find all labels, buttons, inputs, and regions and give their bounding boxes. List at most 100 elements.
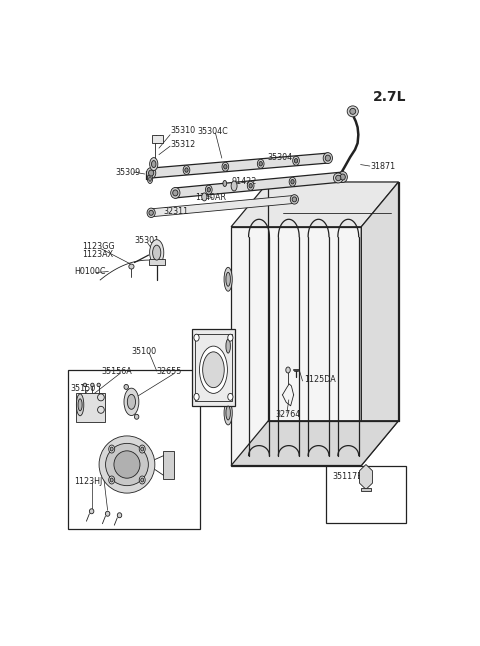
Bar xyxy=(76,393,105,422)
Ellipse shape xyxy=(226,273,230,286)
Text: 35117E: 35117E xyxy=(333,472,363,481)
Ellipse shape xyxy=(336,175,341,181)
Polygon shape xyxy=(231,227,361,466)
Text: 1360GG: 1360GG xyxy=(99,469,132,478)
Text: 1310DA: 1310DA xyxy=(103,461,135,470)
Ellipse shape xyxy=(293,156,300,165)
Text: 35156A: 35156A xyxy=(102,368,132,377)
Ellipse shape xyxy=(124,384,129,390)
Circle shape xyxy=(139,445,145,453)
Ellipse shape xyxy=(249,183,252,188)
Text: 1123HJ: 1123HJ xyxy=(74,477,102,486)
Ellipse shape xyxy=(78,399,82,411)
Circle shape xyxy=(110,478,113,482)
Ellipse shape xyxy=(224,165,227,169)
Ellipse shape xyxy=(99,436,155,493)
Ellipse shape xyxy=(207,187,210,192)
Ellipse shape xyxy=(200,346,228,393)
Ellipse shape xyxy=(173,190,178,196)
Bar xyxy=(148,259,165,265)
Ellipse shape xyxy=(91,383,94,387)
Ellipse shape xyxy=(89,509,94,514)
Ellipse shape xyxy=(97,383,100,387)
Circle shape xyxy=(110,447,113,451)
Ellipse shape xyxy=(114,451,140,478)
Bar xyxy=(163,451,174,479)
Bar xyxy=(152,135,163,143)
Text: 32311: 32311 xyxy=(163,207,189,216)
Ellipse shape xyxy=(226,339,230,353)
Ellipse shape xyxy=(347,106,359,117)
Ellipse shape xyxy=(294,158,298,163)
Polygon shape xyxy=(175,172,343,198)
Circle shape xyxy=(139,476,145,484)
Ellipse shape xyxy=(224,401,232,425)
Polygon shape xyxy=(192,329,235,406)
Ellipse shape xyxy=(222,162,228,171)
Circle shape xyxy=(228,393,233,401)
Circle shape xyxy=(228,334,233,341)
Bar xyxy=(68,370,200,529)
Circle shape xyxy=(141,478,144,482)
Ellipse shape xyxy=(149,211,154,215)
Text: 35310: 35310 xyxy=(171,126,196,135)
Ellipse shape xyxy=(291,180,294,184)
Ellipse shape xyxy=(150,158,158,171)
Text: 35150: 35150 xyxy=(71,384,96,393)
Text: 32764: 32764 xyxy=(275,410,300,419)
Ellipse shape xyxy=(76,394,84,416)
Text: H0100C: H0100C xyxy=(74,267,106,276)
Ellipse shape xyxy=(185,168,188,172)
Ellipse shape xyxy=(171,187,180,198)
Text: 35304: 35304 xyxy=(267,152,293,162)
Ellipse shape xyxy=(224,267,232,291)
Text: 32655: 32655 xyxy=(156,368,181,377)
Circle shape xyxy=(194,334,199,341)
Ellipse shape xyxy=(290,194,299,204)
Ellipse shape xyxy=(231,181,237,191)
Ellipse shape xyxy=(146,167,156,178)
Ellipse shape xyxy=(350,109,356,114)
Ellipse shape xyxy=(202,193,207,201)
Ellipse shape xyxy=(325,155,330,161)
Circle shape xyxy=(194,393,199,401)
Ellipse shape xyxy=(117,513,122,517)
Ellipse shape xyxy=(147,174,153,183)
Ellipse shape xyxy=(323,152,333,163)
Ellipse shape xyxy=(340,174,345,180)
Ellipse shape xyxy=(292,197,297,202)
Ellipse shape xyxy=(334,173,343,183)
Polygon shape xyxy=(151,195,294,217)
Ellipse shape xyxy=(289,177,296,186)
Ellipse shape xyxy=(129,264,134,269)
Ellipse shape xyxy=(127,394,135,410)
Text: 1123AX: 1123AX xyxy=(83,250,113,259)
Ellipse shape xyxy=(223,180,227,187)
Text: 1123GG: 1123GG xyxy=(83,242,115,251)
Text: 35301: 35301 xyxy=(134,236,159,245)
Text: 31871: 31871 xyxy=(371,162,396,171)
Ellipse shape xyxy=(152,161,156,167)
Ellipse shape xyxy=(226,406,230,420)
Text: 35309: 35309 xyxy=(115,167,140,176)
Text: 35304C: 35304C xyxy=(198,127,228,136)
Ellipse shape xyxy=(83,383,86,387)
Ellipse shape xyxy=(259,162,263,166)
Ellipse shape xyxy=(134,414,139,419)
Ellipse shape xyxy=(247,182,254,190)
Ellipse shape xyxy=(257,160,264,168)
Ellipse shape xyxy=(224,334,232,358)
Bar xyxy=(361,488,371,492)
Ellipse shape xyxy=(338,172,348,182)
Ellipse shape xyxy=(203,352,224,388)
Ellipse shape xyxy=(124,388,139,415)
Polygon shape xyxy=(231,182,398,227)
Polygon shape xyxy=(151,153,328,178)
Circle shape xyxy=(141,447,144,451)
Ellipse shape xyxy=(106,443,148,486)
Text: 35312: 35312 xyxy=(171,140,196,149)
Circle shape xyxy=(109,445,115,453)
Bar xyxy=(195,334,232,401)
Ellipse shape xyxy=(153,245,161,260)
Polygon shape xyxy=(361,182,398,466)
